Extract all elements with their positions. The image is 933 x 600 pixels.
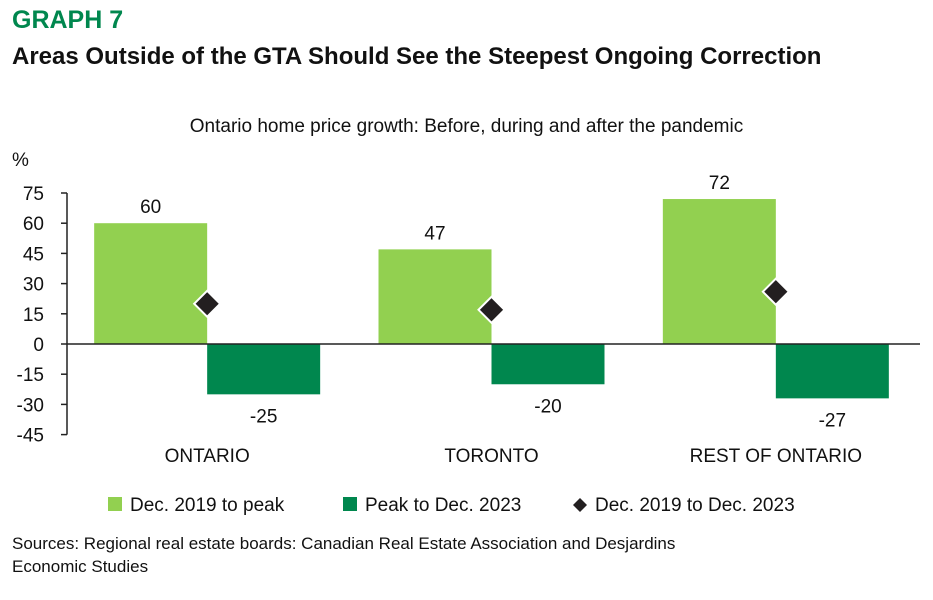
bar-dec2019-to-peak — [378, 249, 492, 344]
sources-note: Sources: Regional real estate boards: Ca… — [12, 534, 676, 576]
data-label: 47 — [424, 223, 445, 244]
bar-peak-to-dec2023 — [207, 344, 321, 395]
diamond-marker — [192, 289, 222, 319]
legend-label: Dec. 2019 to peak — [130, 495, 285, 516]
legend-swatch — [108, 497, 122, 511]
y-tick-label: 0 — [33, 335, 44, 356]
y-tick-label: 15 — [23, 305, 44, 326]
y-tick-label: -45 — [17, 426, 44, 447]
y-tick-label: -30 — [17, 395, 44, 416]
graph-label: GRAPH 7 — [12, 6, 124, 34]
chart-subtitle: Ontario home price growth: Before, durin… — [189, 116, 744, 137]
data-label: -27 — [819, 410, 846, 431]
bar-peak-to-dec2023 — [491, 344, 605, 385]
bar-dec2019-to-peak — [94, 223, 208, 344]
diamond-marker — [761, 277, 791, 307]
bar-dec2019-to-peak — [662, 199, 776, 344]
diamond-marker — [477, 295, 506, 325]
x-category-label: ONTARIO — [165, 446, 250, 467]
x-category-label: TORONTO — [444, 446, 538, 467]
y-tick-label: 75 — [23, 184, 44, 205]
data-label: 72 — [709, 173, 730, 194]
x-category-label: REST OF ONTARIO — [690, 446, 862, 467]
data-label: -20 — [534, 396, 561, 417]
legend-diamond-icon — [573, 498, 587, 512]
bar-peak-to-dec2023 — [775, 344, 889, 399]
data-label: 60 — [140, 197, 161, 218]
y-tick-label: -15 — [17, 365, 44, 386]
data-label: -25 — [250, 406, 277, 427]
y-axis-label: % — [12, 150, 29, 171]
legend-label: Dec. 2019 to Dec. 2023 — [595, 495, 795, 516]
y-tick-label: 45 — [23, 244, 44, 265]
legend-label: Peak to Dec. 2023 — [365, 495, 521, 516]
chart-title: Areas Outside of the GTA Should See the … — [12, 43, 822, 70]
y-tick-label: 30 — [23, 275, 44, 296]
legend-swatch — [343, 497, 357, 511]
y-tick-label: 60 — [23, 214, 44, 235]
